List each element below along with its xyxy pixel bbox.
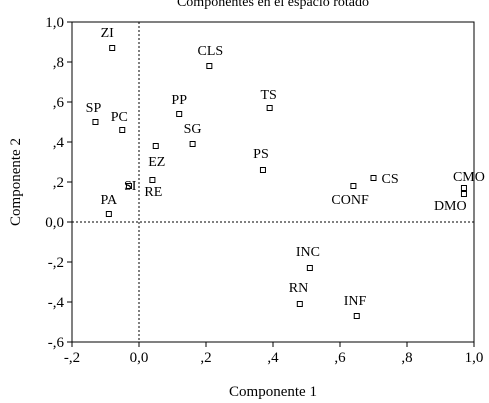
point-sg xyxy=(189,141,196,147)
x-axis-ticks: -,2 0,0 ,2 ,4 ,6 ,8 1,0 xyxy=(64,342,484,366)
point-ez xyxy=(152,143,159,149)
point-label-cs: CS xyxy=(382,172,399,187)
point-cmo xyxy=(460,185,467,191)
point-label-ps: PS xyxy=(253,147,269,162)
point-sp xyxy=(92,119,99,125)
point-label-zi: ZI xyxy=(101,26,115,41)
x-axis-title: Componente 1 xyxy=(229,384,317,400)
point-label-ez: EZ xyxy=(148,155,165,170)
point-inc xyxy=(306,265,313,271)
y-axis-title: Componente 2 xyxy=(8,138,24,226)
point-ts xyxy=(266,105,273,111)
point-label-cmo: CMO xyxy=(453,170,485,185)
point-label-rn: RN xyxy=(289,281,308,296)
point-ps xyxy=(259,167,266,173)
x-tick-label: ,2 xyxy=(200,350,211,366)
chart-title: Componentes en el espacio rotado xyxy=(177,0,369,10)
point-labels: ZI CLS SP PC PP TS SG EZ PS SI RE PA CS CONF CMO DMO INC… xyxy=(86,26,485,309)
y-tick-label: ,6 xyxy=(53,95,65,111)
point-label-pa: PA xyxy=(101,193,119,208)
y-tick-label: 1,0 xyxy=(45,15,64,31)
point-dmo xyxy=(460,191,467,197)
point-cs xyxy=(370,175,377,181)
x-tick-label: -,2 xyxy=(64,350,80,366)
x-tick-label: 0,0 xyxy=(130,350,149,366)
point-label-inf: INF xyxy=(344,294,367,309)
x-tick-label: ,4 xyxy=(267,350,279,366)
y-tick-label: ,2 xyxy=(53,175,64,191)
point-pa xyxy=(105,211,112,217)
point-label-conf: CONF xyxy=(331,193,369,208)
point-label-ts: TS xyxy=(260,88,276,103)
y-tick-label: -,2 xyxy=(48,255,64,271)
x-tick-label: ,6 xyxy=(334,350,346,366)
point-label-dmo: DMO xyxy=(434,199,467,214)
point-label-cls: CLS xyxy=(198,44,224,59)
x-tick-label: 1,0 xyxy=(465,350,484,366)
y-axis-ticks: 1,0 ,8 ,6 ,4 ,2 0,0 -,2 -,4 -,6 xyxy=(45,15,72,351)
point-label-inc: INC xyxy=(296,245,320,260)
point-cls xyxy=(206,63,213,69)
point-conf xyxy=(350,183,357,189)
point-label-pp: PP xyxy=(171,93,187,108)
point-inf xyxy=(353,313,360,319)
x-tick-label: ,8 xyxy=(401,350,412,366)
point-pc xyxy=(119,127,126,133)
point-label-sp: SP xyxy=(86,101,102,116)
point-label-re: RE xyxy=(144,185,162,200)
y-tick-label: ,4 xyxy=(53,135,65,151)
point-label-pc: PC xyxy=(111,110,128,125)
point-si xyxy=(125,183,132,189)
data-points xyxy=(92,45,467,319)
y-tick-label: -,6 xyxy=(48,335,65,351)
y-tick-label: 0,0 xyxy=(45,215,64,231)
point-label-sg: SG xyxy=(184,122,202,137)
point-rn xyxy=(296,301,303,307)
reference-lines xyxy=(72,22,474,342)
point-zi xyxy=(109,45,116,51)
point-label-si: SI xyxy=(124,179,137,194)
point-re xyxy=(149,177,156,183)
point-pp xyxy=(176,111,183,117)
y-tick-label: ,8 xyxy=(53,55,64,71)
y-tick-label: -,4 xyxy=(48,295,65,311)
